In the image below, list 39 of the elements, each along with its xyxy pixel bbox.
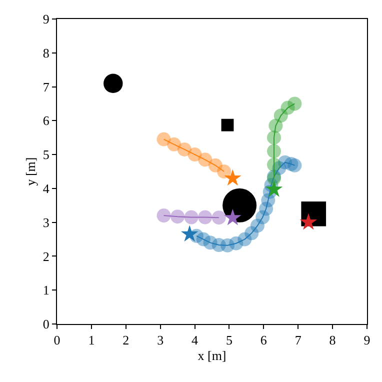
point bbox=[167, 137, 182, 152]
y-tick-label: 9 bbox=[42, 12, 50, 27]
point bbox=[267, 144, 281, 158]
point bbox=[267, 158, 281, 172]
x-tick-label: 7 bbox=[294, 332, 302, 348]
point bbox=[198, 210, 212, 224]
point bbox=[288, 158, 302, 172]
y-tick-label: 3 bbox=[42, 214, 50, 230]
y-tick-label: 0 bbox=[42, 316, 50, 332]
x-tick-label: 1 bbox=[88, 332, 95, 348]
x-tick-label: 8 bbox=[329, 332, 336, 348]
point bbox=[156, 132, 171, 146]
point bbox=[170, 210, 185, 224]
x-tick-label: 4 bbox=[192, 332, 199, 348]
y-tick-label: 6 bbox=[42, 113, 50, 128]
point bbox=[267, 130, 281, 145]
point bbox=[217, 164, 232, 178]
point bbox=[156, 208, 171, 223]
y-tick-label: 8 bbox=[42, 45, 50, 60]
y-tick-label: 1 bbox=[42, 282, 50, 298]
point bbox=[184, 210, 198, 224]
point bbox=[212, 210, 226, 225]
x-axis-title: x [m] bbox=[198, 348, 226, 364]
point bbox=[198, 152, 212, 167]
point bbox=[288, 96, 302, 111]
y-tick-label: 7 bbox=[42, 79, 50, 94]
point bbox=[188, 148, 202, 162]
point bbox=[177, 142, 192, 156]
point bbox=[268, 118, 283, 133]
x-tick-label: 5 bbox=[226, 332, 232, 348]
x-tick-label: 6 bbox=[260, 332, 268, 348]
x-tick-label: 2 bbox=[122, 332, 130, 348]
x-tick-label: 3 bbox=[157, 332, 164, 348]
y-tick-label: 5 bbox=[42, 147, 50, 162]
y-axis-title: y [m] bbox=[22, 157, 38, 186]
y-tick-label: 4 bbox=[42, 180, 50, 196]
x-tick-label: 9 bbox=[364, 332, 370, 348]
y-tick-label: 2 bbox=[42, 248, 50, 264]
x-tick-label: 0 bbox=[54, 332, 60, 348]
